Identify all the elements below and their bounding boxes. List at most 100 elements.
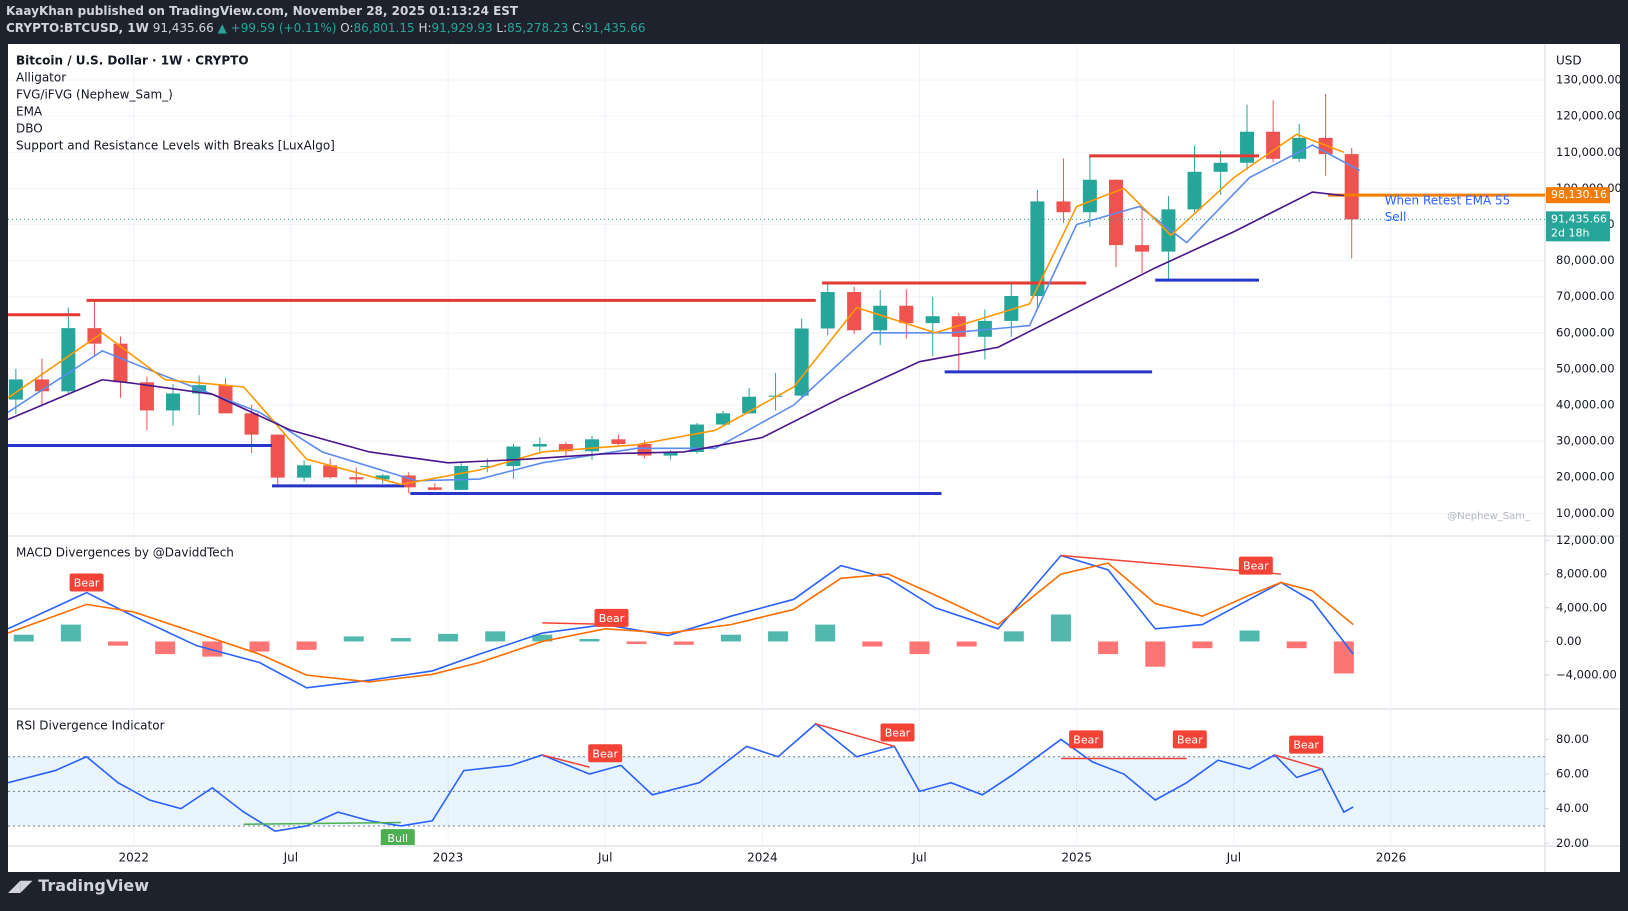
y-tick-label: 130,000.00: [1556, 73, 1622, 87]
candle-body: [584, 439, 599, 452]
last-price: 91,435.66: [152, 21, 214, 35]
signal-label-bg: [594, 608, 629, 627]
price-label-sub: 2d 18h: [1551, 226, 1589, 239]
candle-body: [1135, 245, 1150, 252]
y-tick-label: 70,000.00: [1556, 289, 1615, 303]
header: KaayKhan published on TradingView.com, N…: [0, 0, 1628, 42]
histogram-bar: [1239, 630, 1260, 642]
histogram-bar: [13, 634, 34, 642]
price-label: 91,435.66: [1551, 212, 1607, 225]
y-tick-label: 10,000.00: [1556, 506, 1615, 520]
candle-body: [532, 444, 547, 447]
symbol: CRYPTO:BTCUSD, 1W: [6, 21, 149, 35]
x-tick-label: 2023: [433, 851, 464, 865]
signal-label-bg: [69, 573, 104, 592]
histogram-bar: [862, 641, 883, 647]
currency: USD: [1556, 54, 1582, 68]
y-tick-label: 50,000.00: [1556, 361, 1615, 375]
signal-label: Bear: [1177, 733, 1203, 746]
divergence-line: [1274, 754, 1323, 770]
symbol-line: CRYPTO:BTCUSD, 1W 91,435.66 ▲ +99.59 (+0…: [6, 21, 646, 35]
histogram-bar: [60, 624, 81, 642]
signal-label-bg: [588, 744, 623, 763]
histogram-bar: [1003, 631, 1024, 642]
candle-body: [1082, 179, 1097, 213]
y-tick-label: 4,000.00: [1556, 600, 1607, 614]
indicator-line: [8, 144, 1360, 482]
divergence-line: [243, 821, 401, 825]
candle-body: [270, 434, 285, 478]
candle-body: [820, 292, 835, 329]
y-tick-label: 30,000.00: [1556, 434, 1615, 448]
indicator-line: [8, 554, 1354, 689]
histogram-bar: [202, 641, 223, 657]
footer-logo: ◢◤ TradingView: [8, 876, 149, 895]
y-tick-label: 120,000.00: [1556, 109, 1622, 123]
signal-label: Bear: [1243, 560, 1269, 573]
candle-body: [873, 305, 888, 331]
candle-body: [558, 444, 573, 452]
candle-body: [427, 487, 442, 490]
histogram-bar: [390, 638, 411, 642]
x-tick-label: 2024: [747, 851, 778, 865]
candle-body: [1213, 162, 1228, 172]
candle-body: [323, 465, 338, 478]
logo-text: TradingView: [38, 876, 150, 895]
l-label: L:: [496, 21, 508, 35]
candle-body: [454, 466, 469, 490]
signal-label: Bear: [592, 747, 618, 760]
y-tick-label: 20.00: [1556, 836, 1589, 850]
histogram-bar: [1145, 641, 1166, 667]
candle-body: [375, 475, 390, 480]
histogram-bar: [909, 641, 930, 655]
candle-body: [1187, 171, 1202, 210]
macd-title: MACD Divergences by @DaviddTech: [16, 546, 234, 560]
note: Sell: [1385, 210, 1407, 224]
candle-body: [1161, 209, 1176, 252]
candle-body: [297, 465, 312, 478]
candle-body: [1030, 201, 1045, 296]
close: 91,435.66: [584, 21, 646, 35]
h-label: H:: [418, 21, 432, 35]
x-tick-label: 2026: [1376, 851, 1407, 865]
histogram-bar: [673, 641, 694, 645]
candle-body: [1056, 201, 1071, 213]
signal-label-bg: [1289, 735, 1324, 754]
histogram-bar: [249, 641, 270, 652]
signal-label: Bear: [599, 612, 625, 625]
indicator-name: Support and Resistance Levels with Break…: [16, 139, 335, 153]
histogram-bar: [1098, 641, 1119, 655]
candle-body: [34, 379, 49, 392]
y-tick-label: 80.00: [1556, 732, 1589, 746]
histogram-bar: [1286, 641, 1307, 649]
candle-body: [899, 305, 914, 324]
signal-label-bg: [1069, 730, 1104, 749]
y-tick-label: 8,000.00: [1556, 567, 1607, 581]
price-label-bg: [1546, 187, 1610, 204]
histogram-bar: [532, 634, 553, 642]
y-tick-label: −4,000.00: [1556, 668, 1617, 682]
low: 85,278.23: [507, 21, 569, 35]
histogram-bar: [956, 641, 977, 647]
o-label: O:: [340, 21, 354, 35]
signal-label-bg: [1238, 556, 1273, 575]
indicator-line: [8, 191, 1344, 464]
signal-label: Bear: [74, 576, 100, 589]
price-label: 98,130.16: [1551, 188, 1607, 201]
chart-background: [8, 44, 1620, 872]
candle-body: [401, 475, 416, 488]
histogram-bar: [720, 634, 741, 642]
candle-body: [506, 446, 521, 467]
logo-icon: ◢◤: [8, 876, 39, 895]
x-tick-label: Jul: [1226, 851, 1241, 865]
x-tick-label: Jul: [283, 851, 298, 865]
x-tick-label: Jul: [597, 851, 612, 865]
rsi-title: RSI Divergence Indicator: [16, 719, 165, 733]
signal-label: Bull: [387, 832, 408, 845]
histogram-bar: [626, 641, 647, 644]
candle-body: [794, 328, 809, 396]
candle-body: [113, 343, 128, 383]
c-label: C:: [572, 21, 585, 35]
divergence-line: [815, 723, 895, 748]
